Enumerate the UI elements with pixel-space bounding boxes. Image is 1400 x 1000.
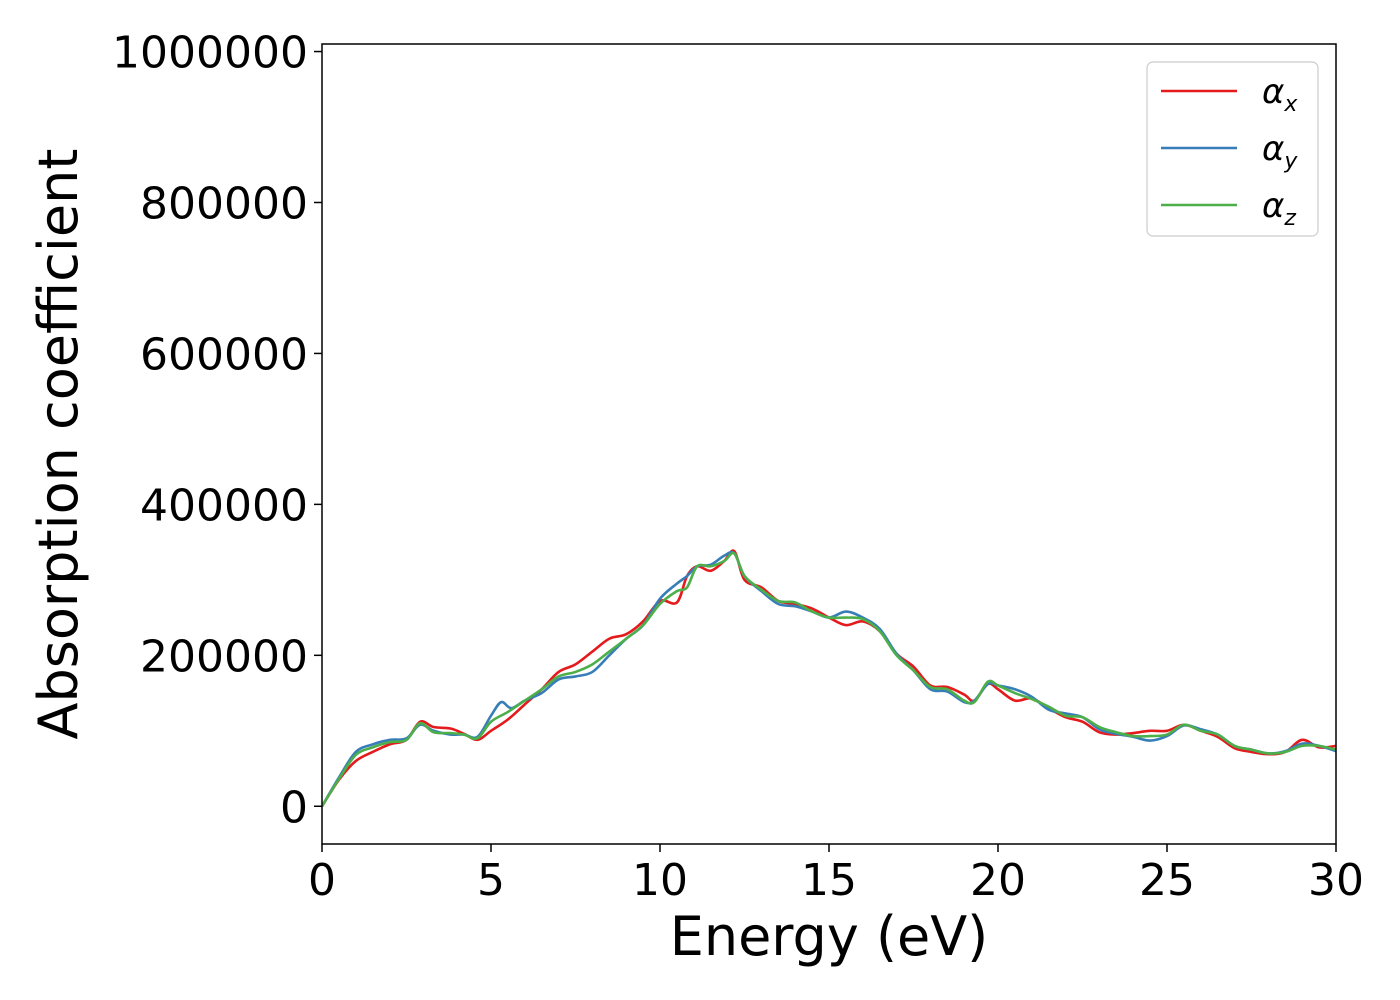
legend-label-z: αz <box>1262 186 1296 231</box>
series-layer <box>322 549 1336 807</box>
x-tick-label: 25 <box>1139 855 1195 906</box>
y-tick-label: 400000 <box>140 480 308 531</box>
x-tick-label: 15 <box>801 855 857 906</box>
y-tick-label: 800000 <box>140 178 308 229</box>
series-line-z <box>322 551 1336 807</box>
x-tick-label: 10 <box>632 855 688 906</box>
y-tick-label: 0 <box>280 782 308 833</box>
ticks-layer: 0 5 10 15 20 25 30 0 200000 400000 600000 800000 100… <box>112 28 1364 906</box>
series-line-x <box>322 549 1336 807</box>
y-axis-label: Absorption coefficient <box>27 149 90 740</box>
x-tick-label: 30 <box>1308 855 1364 906</box>
y-tick-label: 600000 <box>140 329 308 380</box>
legend-label-y: αy <box>1262 129 1298 174</box>
x-axis-label: Energy (eV) <box>670 905 989 968</box>
y-tick-label: 1000000 <box>112 28 308 79</box>
y-tick-label: 200000 <box>140 631 308 682</box>
legend: αx αy αz <box>1146 61 1319 237</box>
legend-label-x: αx <box>1262 72 1298 117</box>
x-tick-label: 5 <box>477 855 505 906</box>
series-line-y <box>322 550 1336 807</box>
x-tick-label: 0 <box>308 855 336 906</box>
x-tick-label: 20 <box>970 855 1026 906</box>
